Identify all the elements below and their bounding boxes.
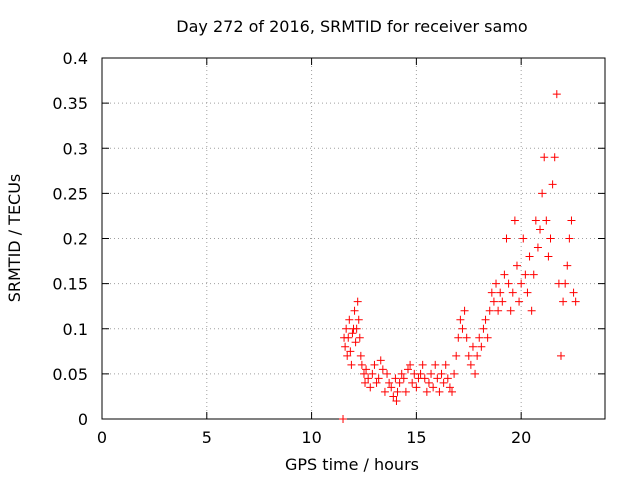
y-tick-label: 0.25	[52, 184, 88, 203]
x-tick-label: 15	[406, 428, 426, 447]
y-tick-label: 0.1	[63, 320, 88, 339]
y-tick-label: 0.15	[52, 275, 88, 294]
x-tick-label: 20	[511, 428, 531, 447]
y-axis-label: SRMTID / TECUs	[5, 174, 24, 303]
chart: 0 5 10 15 20 0 0.05 0.1 0.15 0.2 0.25 0.3 0.35 0.4 Da…	[0, 0, 640, 480]
x-axis-label: GPS time / hours	[285, 455, 419, 474]
y-tick-label: 0	[78, 410, 88, 429]
x-tick-label: 5	[202, 428, 212, 447]
y-tick-label: 0.3	[63, 139, 88, 158]
y-tick-label: 0.05	[52, 365, 88, 384]
y-tick-label: 0.35	[52, 94, 88, 113]
x-tick-label: 10	[301, 428, 321, 447]
y-tick-label: 0.2	[63, 230, 88, 249]
chart-title: Day 272 of 2016, SRMTID for receiver sam…	[176, 17, 527, 36]
x-tick-label: 0	[97, 428, 107, 447]
y-tick-label: 0.4	[63, 49, 88, 68]
chart-background	[0, 0, 640, 480]
